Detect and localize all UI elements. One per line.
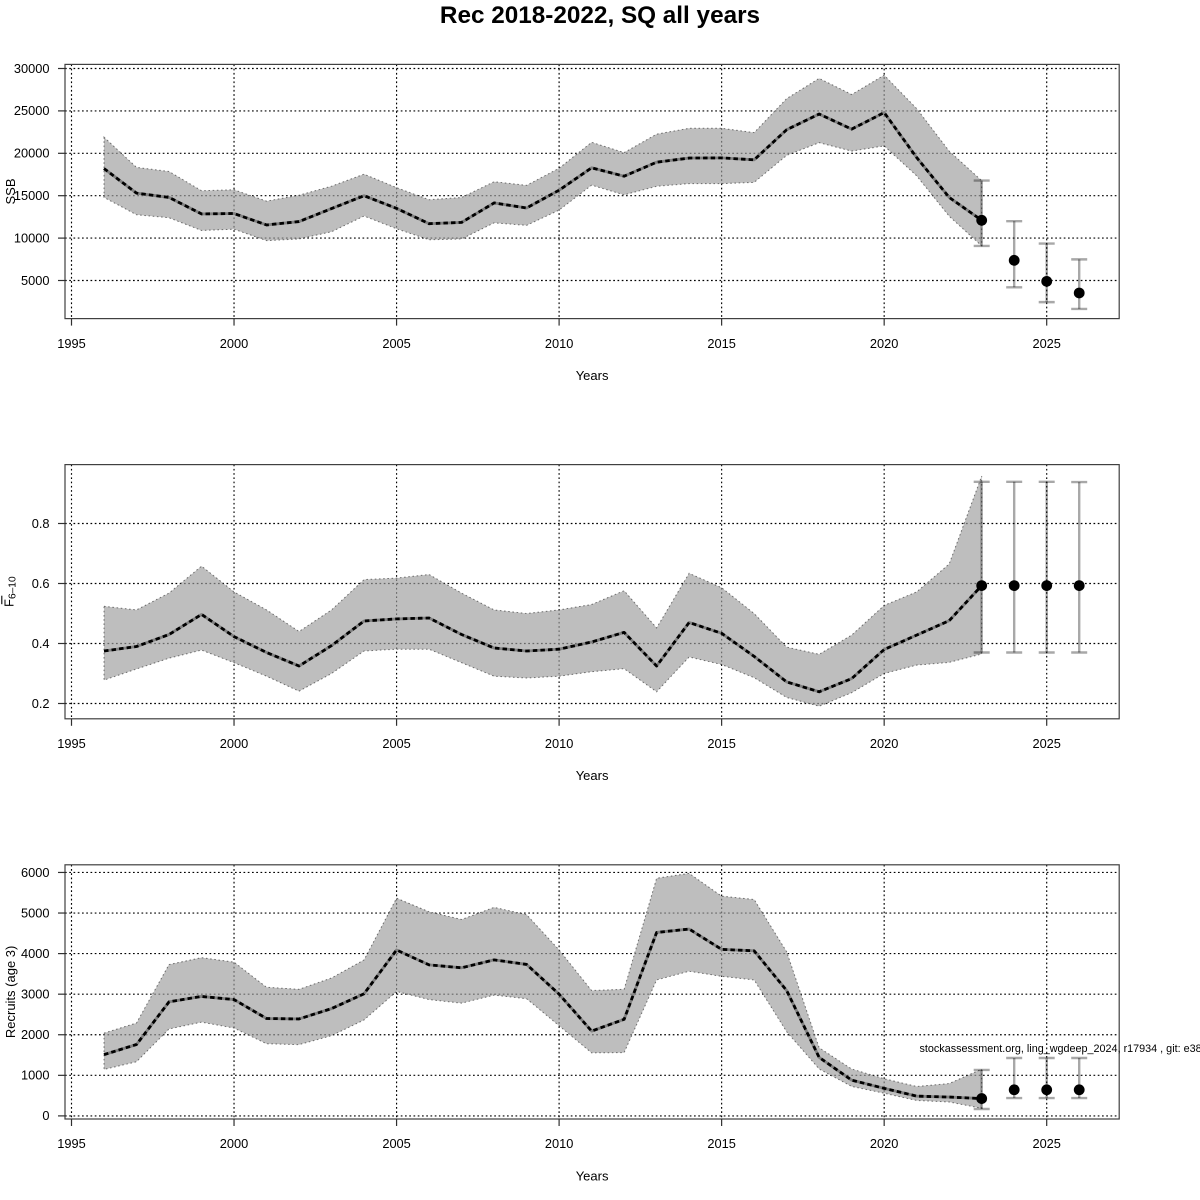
svg-text:1995: 1995 — [57, 736, 85, 751]
svg-text:2020: 2020 — [870, 1136, 898, 1151]
svg-text:30000: 30000 — [14, 61, 50, 76]
svg-text:2025: 2025 — [1032, 1136, 1060, 1151]
svg-text:10000: 10000 — [14, 230, 50, 245]
svg-text:2025: 2025 — [1032, 736, 1060, 751]
svg-text:0.4: 0.4 — [32, 636, 50, 651]
svg-text:2015: 2015 — [707, 336, 735, 351]
svg-text:2000: 2000 — [21, 1027, 49, 1042]
svg-text:2005: 2005 — [382, 1136, 410, 1151]
svg-text:2015: 2015 — [707, 736, 735, 751]
svg-text:2000: 2000 — [220, 736, 248, 751]
svg-text:2010: 2010 — [545, 336, 573, 351]
svg-text:25000: 25000 — [14, 103, 50, 118]
svg-text:Years: Years — [576, 1168, 609, 1183]
svg-text:2005: 2005 — [382, 736, 410, 751]
svg-text:0: 0 — [42, 1108, 49, 1123]
svg-text:2000: 2000 — [220, 336, 248, 351]
svg-text:0.8: 0.8 — [32, 516, 50, 531]
svg-text:Recruits (age 3): Recruits (age 3) — [3, 946, 18, 1038]
svg-text:0.6: 0.6 — [32, 576, 50, 591]
svg-text:20000: 20000 — [14, 146, 50, 161]
svg-text:stockassessment.org, ling_wgde: stockassessment.org, ling_wgdeep_2024, r… — [920, 1043, 1200, 1055]
svg-text:5000: 5000 — [21, 905, 49, 920]
svg-text:2005: 2005 — [382, 336, 410, 351]
svg-text:SSB: SSB — [3, 178, 18, 204]
svg-text:Years: Years — [576, 768, 609, 783]
svg-text:Rec 2018-2022, SQ all years: Rec 2018-2022, SQ all years — [440, 2, 760, 29]
svg-text:2020: 2020 — [870, 736, 898, 751]
svg-text:15000: 15000 — [14, 188, 50, 203]
svg-text:F6–10: F6–10 — [1, 576, 18, 607]
svg-text:Years: Years — [576, 368, 609, 383]
svg-text:2015: 2015 — [707, 1136, 735, 1151]
svg-text:2010: 2010 — [545, 1136, 573, 1151]
svg-text:0.2: 0.2 — [32, 696, 50, 711]
svg-text:1000: 1000 — [21, 1068, 49, 1083]
svg-text:4000: 4000 — [21, 946, 49, 961]
svg-text:1995: 1995 — [57, 1136, 85, 1151]
svg-text:2010: 2010 — [545, 736, 573, 751]
svg-text:3000: 3000 — [21, 986, 49, 1001]
svg-text:6000: 6000 — [21, 865, 49, 880]
svg-text:2025: 2025 — [1032, 336, 1060, 351]
svg-text:1995: 1995 — [57, 336, 85, 351]
svg-text:2000: 2000 — [220, 1136, 248, 1151]
svg-text:2020: 2020 — [870, 336, 898, 351]
svg-text:5000: 5000 — [21, 273, 49, 288]
